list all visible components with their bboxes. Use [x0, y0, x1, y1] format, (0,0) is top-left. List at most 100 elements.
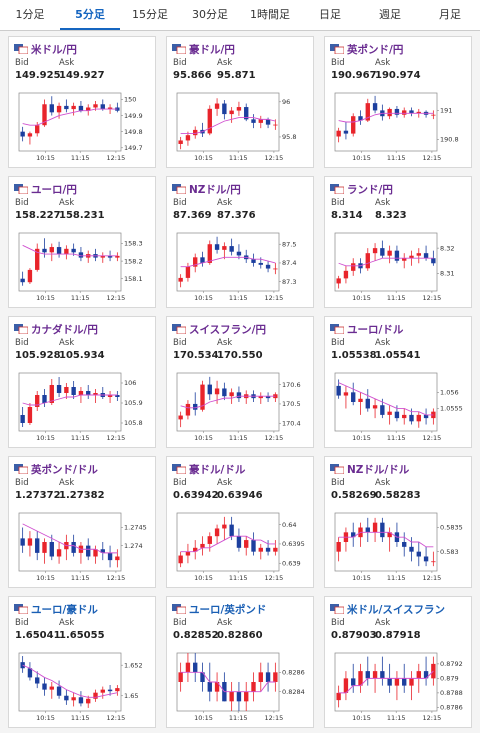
tab[interactable]: 30分足 [192, 8, 228, 21]
quote-card[interactable]: NZドル/円 Bid Ask 87.369 87.376 87.5 87.4 87.3 10:1… [166, 176, 314, 308]
ask-value: 0.63946 [217, 490, 263, 501]
candle-body [100, 104, 105, 110]
x-tick-label: 10:15 [352, 714, 371, 722]
bid-value: 1.27372 [15, 490, 61, 501]
tab[interactable]: 月足 [439, 8, 461, 21]
x-tick-label: 10:15 [194, 434, 213, 442]
candle-body [394, 250, 400, 261]
quote-card[interactable]: カナダドル/円 Bid Ask 105.928 105.934 106 105.9 105.8… [8, 316, 156, 448]
tab[interactable]: 1分足 [15, 8, 45, 21]
candle-body [86, 391, 91, 395]
x-tick-label: 10:15 [36, 154, 55, 162]
flag-part [176, 186, 186, 194]
quote-card[interactable]: 豪ドル/円 Bid Ask 95.866 95.871 96 95.8 10:15 11:15 1… [166, 36, 314, 168]
bid-label: Bid [15, 198, 29, 208]
candle-body [365, 253, 370, 269]
plot-frame [18, 232, 122, 292]
candle-body [351, 532, 356, 538]
pair-title: 米ドル/円 [31, 44, 77, 56]
tab[interactable]: 日足 [319, 8, 341, 21]
quote-card[interactable]: 米ドル/円 Bid Ask 149.925 149.927 150 149.9 149.8 14… [8, 36, 156, 168]
ask-value: 158.231 [59, 210, 105, 221]
candle-body [93, 692, 98, 699]
candle-body [42, 395, 47, 403]
quote-card[interactable]: 豪ドル/ドル Bid Ask 0.63942 0.63946 0.64 0.6395 0.63… [166, 456, 314, 588]
candle-body [365, 527, 370, 533]
mini-chart: 1.2745 1.274 10:15 11:15 12:15 [18, 512, 147, 582]
ask-label: Ask [59, 478, 75, 488]
candle-body [409, 255, 414, 259]
candle-body [64, 105, 69, 110]
quote-card[interactable]: スイスフラン/円 Bid Ask 170.534 170.550 170.6 170.5 17… [166, 316, 314, 448]
candle-body [222, 524, 227, 529]
flag-part [334, 466, 344, 474]
candle-body [416, 551, 421, 557]
bid-value: 190.967 [331, 70, 377, 81]
candle-body [207, 682, 212, 692]
tab[interactable]: 1時間足 [250, 8, 290, 21]
quote-card[interactable]: ランド/円 Bid Ask 8.314 8.323 8.32 8.31 10:15 11:15 1… [324, 176, 472, 308]
quote-card[interactable]: 米ドル/スイスフラン Bid Ask 0.87903 0.87918 0.8792 0.87… [324, 596, 472, 728]
candle-body [273, 547, 278, 552]
tab[interactable]: 週足 [379, 8, 401, 21]
candle-body [244, 107, 249, 120]
quote-card[interactable]: 英ポンド/ドル Bid Ask 1.27372 1.27382 1.2745 1.274 10… [8, 456, 156, 588]
bid-value: 0.63942 [173, 490, 219, 501]
y-tick-label: 87.3 [282, 278, 296, 286]
pair-title: 英ポンド/ドル [31, 464, 98, 476]
y-tick-label: 95.8 [282, 133, 296, 141]
candle-body [423, 556, 429, 562]
candle-body [78, 697, 84, 704]
candle-body [27, 133, 33, 137]
bid-value: 87.369 [173, 210, 212, 221]
candle-body [351, 678, 356, 686]
flag-part [172, 464, 181, 471]
quote-card[interactable]: ユーロ/英ポンド Bid Ask 0.82852 0.82860 0.8286 0.8284… [166, 596, 314, 728]
candle-body [343, 130, 349, 134]
bid-label: Bid [15, 618, 29, 628]
candle-body [273, 672, 278, 682]
moving-average [338, 112, 434, 123]
x-tick-label: 11:15 [229, 434, 248, 442]
candle-body [78, 252, 84, 258]
quote-card[interactable]: ユーロ/豪ドル Bid Ask 1.65041 1.65055 1.652 1.65 10:1… [8, 596, 156, 728]
tab-bar: 1分足 5分足 15分足 30分足 1時間足 日足 週足 月足 [0, 0, 480, 31]
tab[interactable]: 15分足 [132, 8, 168, 21]
ask-label: Ask [375, 338, 391, 348]
flag-icon [14, 324, 28, 334]
y-tick-label: 0.64 [282, 521, 296, 529]
tab[interactable]: 5分足 [60, 0, 120, 30]
bid-label: Bid [15, 58, 29, 68]
plot-frame [18, 512, 122, 572]
candle-body [222, 388, 227, 397]
ask-value: 1.27382 [59, 490, 105, 501]
quote-card[interactable]: ユーロ/円 Bid Ask 158.227 158.231 158.3 158.2 158.1… [8, 176, 156, 308]
x-tick-label: 12:15 [265, 154, 284, 162]
moving-average [180, 535, 276, 553]
flag-icon [172, 604, 186, 614]
y-tick-label: 170.6 [282, 381, 301, 389]
candle-body [107, 552, 113, 561]
quote-card[interactable]: NZドル/ドル Bid Ask 0.58269 0.58283 0.5835 0.583 10… [324, 456, 472, 588]
plot-frame [18, 652, 122, 712]
moving-average [22, 394, 118, 406]
flag-part [330, 604, 339, 611]
quote-card[interactable]: 英ポンド/円 Bid Ask 190.967 190.974 191 190.8 10:15 1… [324, 36, 472, 168]
candle-body [71, 387, 76, 395]
x-tick-label: 11:15 [229, 294, 248, 302]
quote-card[interactable]: ユーロ/ドル Bid Ask 1.05538 1.05541 1.056 1.0555 10:… [324, 316, 472, 448]
ask-label: Ask [59, 198, 75, 208]
candle-body [20, 131, 25, 137]
x-tick-label: 11:15 [229, 714, 248, 722]
x-tick-label: 12:15 [107, 434, 126, 442]
plot-frame [18, 372, 122, 432]
candle-body [185, 135, 191, 141]
candle-body [35, 677, 40, 684]
plot-frame [176, 512, 280, 572]
candle-body [42, 683, 47, 690]
candle-body [229, 246, 234, 252]
candle-body [416, 111, 421, 114]
bid-value: 149.925 [15, 70, 61, 81]
y-tick-label: 1.056 [440, 389, 459, 397]
flag-part [14, 324, 23, 331]
